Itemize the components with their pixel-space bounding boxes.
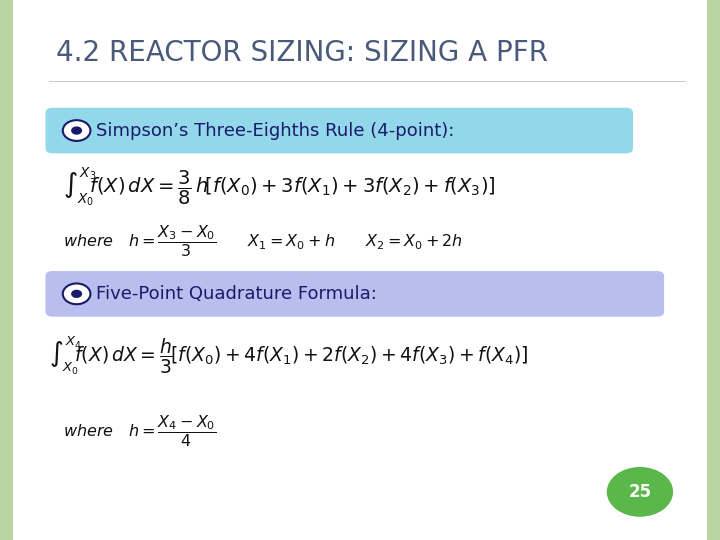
- Text: $\mathit{where} \quad h = \dfrac{X_3 - X_0}{3} \qquad X_1 = X_0 + h \qquad X_2 =: $\mathit{where} \quad h = \dfrac{X_3 - X…: [63, 224, 463, 259]
- Text: 4.2 REACTOR SIZING: SIZING A PFR: 4.2 REACTOR SIZING: SIZING A PFR: [56, 39, 548, 68]
- Circle shape: [63, 284, 91, 304]
- Text: Simpson’s Three-Eighths Rule (4-point):: Simpson’s Three-Eighths Rule (4-point):: [96, 122, 454, 139]
- FancyBboxPatch shape: [45, 108, 633, 153]
- Text: $\int_{X_0}^{X_4} \!\! f(X)\,dX = \dfrac{h}{3}\!\left[f(X_0)+4f(X_1)+2f(X_2)+4f(: $\int_{X_0}^{X_4} \!\! f(X)\,dX = \dfrac…: [49, 334, 528, 376]
- FancyBboxPatch shape: [45, 271, 664, 316]
- Circle shape: [71, 289, 82, 298]
- Text: Five-Point Quadrature Formula:: Five-Point Quadrature Formula:: [96, 285, 377, 303]
- Text: 25: 25: [629, 483, 652, 501]
- Circle shape: [71, 126, 82, 134]
- Circle shape: [607, 467, 673, 517]
- Circle shape: [63, 120, 91, 141]
- Text: $\int_{X_0}^{X_3} \!\! f(X)\,dX = \dfrac{3}{8}\,h\!\left[f(X_0)+3f(X_1)+3f(X_2)+: $\int_{X_0}^{X_3} \!\! f(X)\,dX = \dfrac…: [63, 166, 495, 208]
- Text: $\mathit{where} \quad h = \dfrac{X_4 - X_0}{4}$: $\mathit{where} \quad h = \dfrac{X_4 - X…: [63, 413, 216, 449]
